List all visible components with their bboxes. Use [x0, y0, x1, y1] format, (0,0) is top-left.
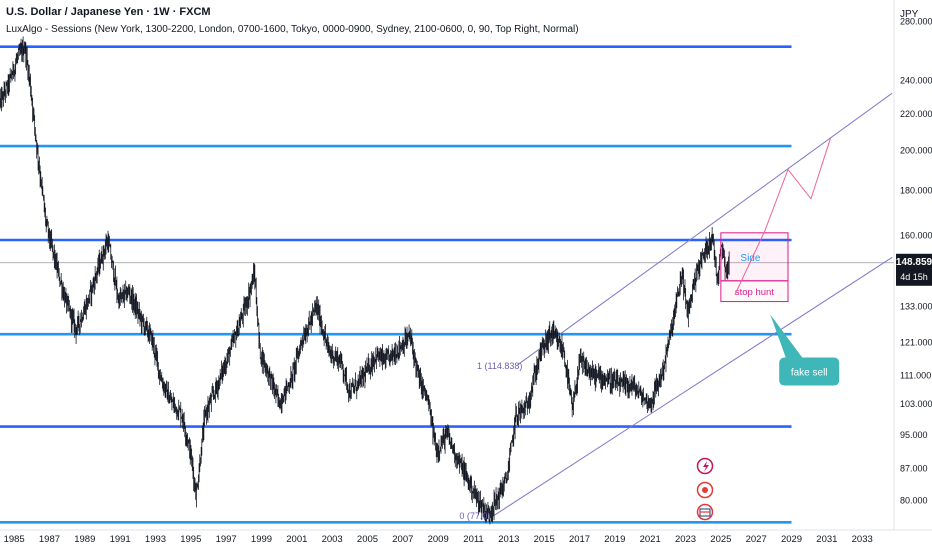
- horizontal-levels: [0, 45, 792, 524]
- y-tick-11: 87.000: [900, 464, 928, 474]
- annotation-boxes[interactable]: Side stop hunt: [720, 232, 789, 303]
- x-tick-4: 1993: [145, 534, 166, 545]
- x-tick-2: 1989: [74, 534, 95, 545]
- x-tick-19: 2023: [675, 534, 696, 545]
- price-badge-countdown: 4d 15h: [900, 272, 928, 282]
- y-tick-5: 160.000: [900, 231, 932, 241]
- y-tick-7: 121.000: [900, 338, 932, 348]
- callout-box[interactable]: [779, 357, 840, 386]
- x-tick-6: 1997: [216, 534, 237, 545]
- side-box-label: Side: [740, 253, 760, 264]
- y-tick-8: 111.000: [900, 370, 931, 380]
- projection-path[interactable]: [734, 138, 831, 295]
- y-tick-labels[interactable]: 280.000 240.000 220.000 200.000 180.000 160.0…: [900, 17, 932, 506]
- x-tick-0: 1985: [4, 534, 25, 545]
- session-icons[interactable]: [696, 457, 714, 521]
- x-tick-14: 2013: [498, 534, 519, 545]
- x-tick-labels[interactable]: 1985 1987 1989 1991 1993 1995 1997 1999 2001 2003…: [4, 534, 873, 545]
- y-tick-0: 280.000: [900, 17, 932, 27]
- trend-channel[interactable]: [490, 92, 893, 518]
- channel-upper-line[interactable]: [517, 92, 893, 366]
- fib-label-0: 1 (114.838): [477, 361, 522, 371]
- callout-pointer: [770, 314, 806, 362]
- x-tick-11: 2007: [392, 534, 413, 545]
- currency-label[interactable]: JPY: [900, 9, 919, 20]
- x-tick-24: 2033: [852, 534, 873, 545]
- y-tick-1: 240.000: [900, 76, 932, 86]
- x-tick-3: 1991: [110, 534, 131, 545]
- fib-labels: 1 (114.838) 0 (77.0): [459, 361, 522, 521]
- stop-hunt-box[interactable]: [720, 280, 789, 303]
- x-tick-8: 2001: [286, 534, 307, 545]
- x-tick-15: 2015: [534, 534, 555, 545]
- x-tick-9: 2003: [322, 534, 343, 545]
- x-tick-21: 2027: [746, 534, 767, 545]
- bolt-glyph-icon: [703, 461, 709, 472]
- x-tick-23: 2031: [816, 534, 837, 545]
- y-tick-2: 220.000: [900, 109, 932, 119]
- y-tick-9: 103.000: [900, 399, 932, 409]
- x-tick-7: 1999: [251, 534, 272, 545]
- x-tick-12: 2009: [428, 534, 449, 545]
- projection-zigzag[interactable]: [734, 138, 831, 295]
- fib-label-1: 0 (77.0): [459, 511, 490, 521]
- record-dot-icon: [702, 487, 708, 493]
- symbol-title[interactable]: U.S. Dollar / Japanese Yen · 1W · FXCM: [6, 6, 211, 18]
- price-badge-value: 148.859: [896, 257, 932, 268]
- y-tick-10: 95.000: [900, 430, 928, 440]
- price-candles: [0, 36, 730, 525]
- y-tick-4: 180.000: [900, 186, 932, 196]
- x-tick-16: 2017: [569, 534, 590, 545]
- x-tick-1: 1987: [39, 534, 60, 545]
- fake-sell-callout[interactable]: fake sell: [770, 314, 840, 386]
- x-tick-13: 2011: [463, 534, 483, 545]
- x-tick-17: 2019: [604, 534, 625, 545]
- price-badge: 148.859 4d 15h: [896, 253, 932, 286]
- price-badge-box: [896, 253, 932, 286]
- y-tick-3: 200.000: [900, 145, 932, 155]
- side-box[interactable]: [720, 232, 789, 282]
- callout-text: fake sell: [791, 368, 828, 379]
- y-tick-12: 80.000: [900, 496, 928, 506]
- x-tick-10: 2005: [357, 534, 378, 545]
- y-tick-6: 133.000: [900, 301, 932, 311]
- x-tick-22: 2029: [781, 534, 802, 545]
- x-tick-5: 1995: [180, 534, 201, 545]
- stop-hunt-label: stop hunt: [735, 287, 774, 298]
- x-tick-18: 2021: [640, 534, 661, 545]
- x-tick-20: 2025: [710, 534, 731, 545]
- channel-lower-line[interactable]: [490, 256, 893, 518]
- indicator-legend[interactable]: LuxAlgo - Sessions (New York, 1300-2200,…: [6, 24, 579, 35]
